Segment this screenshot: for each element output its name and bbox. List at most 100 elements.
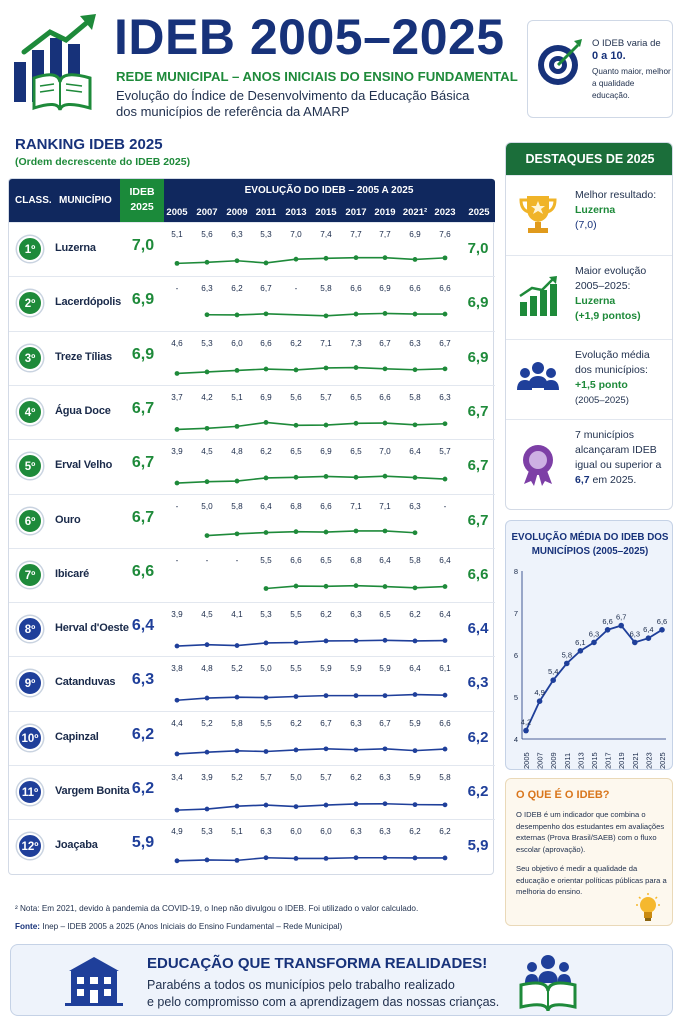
sparkline-point bbox=[412, 529, 418, 535]
municipio-name: Luzerna bbox=[55, 242, 96, 254]
year-value-label: 5,8 bbox=[320, 284, 332, 293]
col-ideb-2025: IDEB 2025 bbox=[120, 179, 164, 222]
lightbulb-icon bbox=[636, 893, 660, 921]
what-is-ideb-box: O QUE É O IDEB? O IDEB é um indicador qu… bbox=[505, 778, 673, 926]
sparkline-point bbox=[382, 801, 388, 807]
mini-point bbox=[618, 622, 624, 629]
people-group-icon bbox=[517, 362, 559, 390]
year-value-label: 6,5 bbox=[290, 447, 302, 456]
year-value-label: 6,1 bbox=[439, 664, 451, 673]
year-value-label: 5,9 bbox=[409, 719, 421, 728]
sparkline-line bbox=[176, 857, 445, 862]
year-value-label: 5,8 bbox=[231, 719, 243, 728]
municipio-name: Capinzal bbox=[55, 730, 99, 743]
year-value-label: 6,4 bbox=[439, 556, 451, 565]
sparkline-line bbox=[176, 694, 446, 702]
mini-data-label: 6,6 bbox=[657, 617, 667, 626]
sparkline-point bbox=[442, 693, 448, 698]
sparkline-point bbox=[174, 858, 180, 864]
medal-icon bbox=[523, 445, 553, 486]
year-value-label: 6,2 bbox=[290, 339, 302, 348]
sparkline-point bbox=[412, 366, 418, 372]
table-row: 9º Catanduvas 6,3 6,3 3,8 4,8 5,2 5,0 5,5 5,9 5,9 5… bbox=[9, 656, 495, 710]
year-value-label: 4,1 bbox=[231, 610, 243, 619]
sparkline-point bbox=[263, 260, 269, 266]
year-value-label: 5,6 bbox=[290, 393, 302, 402]
sparkline-point bbox=[353, 638, 359, 644]
sparkline-point bbox=[412, 855, 418, 861]
rank-badge: 3º bbox=[17, 344, 43, 371]
sparkline-point bbox=[412, 311, 418, 317]
year-value-label: 6,7 bbox=[439, 339, 451, 348]
ranking-table: CLASS. MUNICÍPIO IDEB 2025 EVOLUÇÃO DO I… bbox=[8, 178, 495, 875]
sparkline-point bbox=[382, 366, 388, 371]
year-value-label: 3,7 bbox=[171, 393, 183, 402]
year-value-label: 5,0 bbox=[201, 502, 213, 511]
sparkline-point bbox=[323, 422, 329, 428]
sparkline-point bbox=[323, 529, 329, 534]
table-row: 12º Joaçaba 5,9 5,9 4,9 5,3 5,1 6,3 6,0 6,0 6,3 6,3… bbox=[9, 819, 495, 873]
sparkline-point bbox=[293, 475, 299, 480]
mini-data-label: 6,4 bbox=[643, 625, 653, 634]
municipio-name: Catanduvas bbox=[55, 676, 116, 689]
ideb-2025-end-value: 6,7 bbox=[467, 402, 489, 420]
x-tick-label: 2017 bbox=[604, 752, 613, 769]
sparkline-point bbox=[263, 419, 269, 425]
sparkline-point bbox=[323, 746, 329, 751]
year-value-label: 6,3 bbox=[379, 773, 391, 782]
year-header: 2019 bbox=[374, 207, 396, 218]
municipio-name: Joaçaba bbox=[55, 839, 98, 852]
sparkline-point bbox=[323, 583, 329, 589]
sparkline: - 6,3 6,2 6,7 - 5,8 6,6 6,9 6,6 6,6 bbox=[176, 284, 451, 319]
x-tick-label: 2023 bbox=[644, 752, 653, 769]
sparkline-line bbox=[206, 529, 416, 536]
year-value-label: 3,4 bbox=[171, 773, 183, 782]
table-row: 6º Ouro 6,7 6,7 - 5,0 5,8 6,4 6,8 6,6 7,1 7,1 6,3 - bbox=[9, 493, 495, 548]
sparkline: 4,6 5,3 6,0 6,6 6,2 7,1 7,3 6,7 6,3 6,7 bbox=[171, 339, 451, 376]
sparkline: 3,8 4,8 5,2 5,0 5,5 5,9 5,9 5,9 6,4 6,1 bbox=[171, 664, 451, 704]
mini-data-label: 6,1 bbox=[575, 638, 585, 647]
year-value-label: 5,7 bbox=[439, 447, 451, 456]
ideb-2025-value: 6,4 bbox=[131, 617, 155, 635]
sparkline-point bbox=[234, 423, 240, 429]
sparkline-point bbox=[263, 366, 269, 372]
year-value-label: 4,8 bbox=[231, 447, 243, 456]
scale-info-box: O IDEB varia de 0 a 10. Quanto maior, me… bbox=[527, 20, 673, 118]
year-value-label: 6,6 bbox=[350, 284, 362, 293]
count-text-2: em 2025. bbox=[592, 474, 637, 486]
year-value-label: 7,7 bbox=[379, 230, 391, 239]
year-value-label: 6,6 bbox=[320, 502, 332, 511]
year-value-label: 5,7 bbox=[320, 393, 332, 402]
banner-line-2: e pelo compromisso com a aprendizagem da… bbox=[147, 995, 500, 1009]
page-subtitle: REDE MUNICIPAL – ANOS INICIAIS DO ENSINO… bbox=[116, 69, 518, 84]
municipio-name: Vargem Bonita bbox=[55, 785, 130, 797]
banner-line-1: Parabéns a todos os municípios pelo trab… bbox=[147, 978, 455, 992]
sparkline-point bbox=[442, 311, 448, 317]
mini-point bbox=[577, 648, 584, 654]
sparkline-point bbox=[382, 855, 388, 861]
year-value-label: 4,5 bbox=[201, 447, 213, 456]
rank-badge: 12º bbox=[17, 833, 43, 860]
sparkline-point bbox=[442, 746, 448, 752]
avg-value: +1,5 ponto bbox=[575, 379, 628, 391]
year-value-label: 6,6 bbox=[439, 284, 451, 293]
year-value-label: 6,4 bbox=[439, 610, 451, 619]
sparkline-point bbox=[323, 856, 329, 862]
what-is-paragraph-2: Seu objetivo é medir a qualidade da educ… bbox=[516, 864, 667, 896]
best-label: Melhor resultado: bbox=[575, 189, 657, 201]
year-value-label: 6,0 bbox=[290, 827, 302, 836]
year-value-label: 5,3 bbox=[260, 610, 272, 619]
rank-badge: 6º bbox=[17, 507, 43, 534]
y-tick-label: 7 bbox=[514, 609, 518, 618]
sparkline: 3,7 4,2 5,1 6,9 5,6 5,7 6,5 6,6 5,8 6,3 bbox=[171, 393, 451, 432]
ideb-2025-value: 6,6 bbox=[131, 562, 155, 580]
year-value-label: 4,8 bbox=[201, 664, 213, 673]
sparkline-line bbox=[176, 256, 446, 265]
sparkline-point bbox=[174, 370, 180, 376]
best-name: Luzerna bbox=[575, 204, 616, 216]
year-value-label: 6,3 bbox=[409, 502, 421, 511]
sparkline-point bbox=[353, 801, 359, 807]
sparkline-point bbox=[323, 638, 329, 644]
sparkline-point bbox=[234, 530, 240, 536]
sparkline-point bbox=[174, 698, 180, 704]
